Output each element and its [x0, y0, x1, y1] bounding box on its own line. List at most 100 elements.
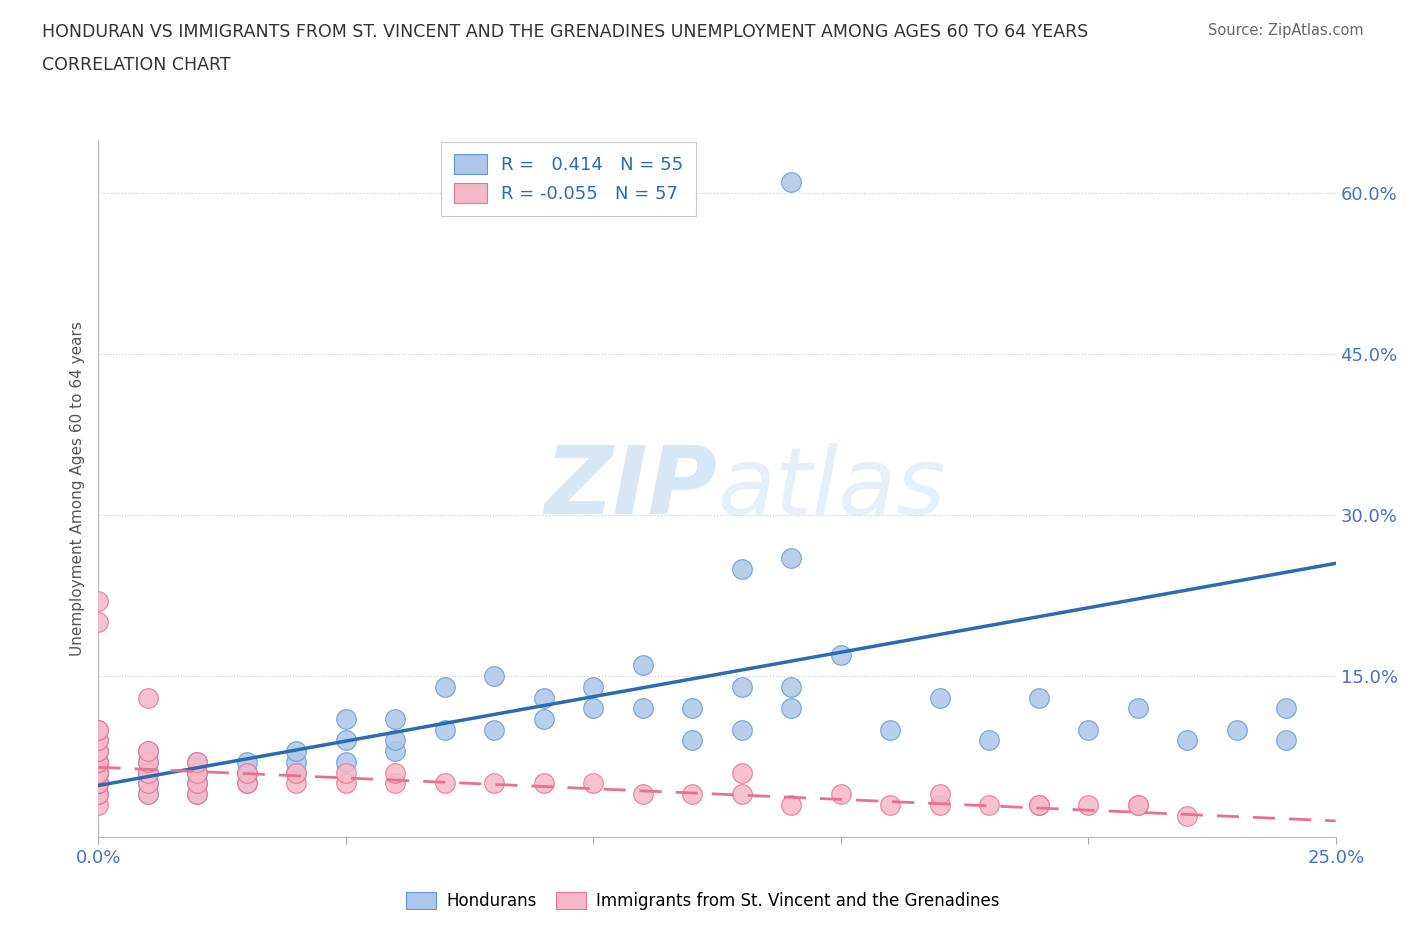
Point: [1275, 701, 1298, 716]
Point: [236, 776, 259, 790]
Point: [87, 733, 110, 748]
Point: [136, 690, 159, 705]
Legend: R =   0.414   N = 55, R = -0.055   N = 57: R = 0.414 N = 55, R = -0.055 N = 57: [441, 141, 696, 216]
Point: [136, 776, 159, 790]
Point: [631, 787, 654, 802]
Point: [87, 754, 110, 769]
Point: [879, 797, 901, 812]
Point: [136, 765, 159, 780]
Point: [731, 562, 754, 577]
Text: CORRELATION CHART: CORRELATION CHART: [42, 56, 231, 73]
Point: [1028, 690, 1050, 705]
Point: [285, 765, 308, 780]
Point: [1275, 733, 1298, 748]
Point: [1077, 797, 1099, 812]
Point: [87, 765, 110, 780]
Point: [384, 711, 406, 726]
Point: [87, 754, 110, 769]
Point: [87, 765, 110, 780]
Point: [582, 701, 605, 716]
Point: [136, 744, 159, 759]
Point: [285, 754, 308, 769]
Point: [335, 754, 357, 769]
Point: [433, 723, 456, 737]
Point: [87, 754, 110, 769]
Point: [236, 754, 259, 769]
Point: [186, 787, 208, 802]
Point: [384, 744, 406, 759]
Point: [1126, 797, 1149, 812]
Point: [236, 765, 259, 780]
Point: [731, 765, 754, 780]
Point: [335, 711, 357, 726]
Point: [136, 787, 159, 802]
Point: [186, 765, 208, 780]
Point: [1175, 733, 1198, 748]
Point: [631, 658, 654, 672]
Point: [87, 787, 110, 802]
Point: [780, 551, 803, 565]
Point: [87, 744, 110, 759]
Point: [87, 593, 110, 608]
Point: [87, 744, 110, 759]
Point: [236, 765, 259, 780]
Point: [236, 776, 259, 790]
Text: ZIP: ZIP: [544, 443, 717, 534]
Point: [136, 754, 159, 769]
Point: [384, 733, 406, 748]
Point: [484, 723, 506, 737]
Point: [87, 615, 110, 630]
Point: [87, 776, 110, 790]
Point: [582, 679, 605, 694]
Point: [87, 797, 110, 812]
Point: [87, 733, 110, 748]
Point: [87, 787, 110, 802]
Point: [780, 797, 803, 812]
Point: [285, 765, 308, 780]
Point: [731, 723, 754, 737]
Point: [484, 669, 506, 684]
Point: [186, 776, 208, 790]
Point: [335, 765, 357, 780]
Point: [533, 711, 555, 726]
Point: [582, 776, 605, 790]
Point: [87, 723, 110, 737]
Point: [780, 701, 803, 716]
Point: [1028, 797, 1050, 812]
Point: [384, 776, 406, 790]
Point: [979, 797, 1001, 812]
Text: atlas: atlas: [717, 443, 945, 534]
Point: [731, 679, 754, 694]
Point: [533, 690, 555, 705]
Point: [830, 787, 852, 802]
Point: [433, 776, 456, 790]
Point: [484, 776, 506, 790]
Point: [631, 701, 654, 716]
Point: [780, 679, 803, 694]
Point: [1028, 797, 1050, 812]
Point: [186, 776, 208, 790]
Point: [533, 776, 555, 790]
Point: [681, 701, 703, 716]
Point: [1077, 723, 1099, 737]
Point: [384, 765, 406, 780]
Point: [87, 765, 110, 780]
Legend: Hondurans, Immigrants from St. Vincent and the Grenadines: Hondurans, Immigrants from St. Vincent a…: [399, 885, 1007, 917]
Y-axis label: Unemployment Among Ages 60 to 64 years: Unemployment Among Ages 60 to 64 years: [69, 321, 84, 656]
Point: [186, 765, 208, 780]
Point: [87, 765, 110, 780]
Point: [136, 765, 159, 780]
Point: [87, 776, 110, 790]
Point: [136, 776, 159, 790]
Point: [1226, 723, 1249, 737]
Point: [87, 723, 110, 737]
Point: [335, 733, 357, 748]
Point: [285, 744, 308, 759]
Point: [979, 733, 1001, 748]
Text: HONDURAN VS IMMIGRANTS FROM ST. VINCENT AND THE GRENADINES UNEMPLOYMENT AMONG AG: HONDURAN VS IMMIGRANTS FROM ST. VINCENT …: [42, 23, 1088, 41]
Point: [186, 787, 208, 802]
Point: [136, 787, 159, 802]
Point: [928, 690, 950, 705]
Point: [186, 754, 208, 769]
Point: [186, 754, 208, 769]
